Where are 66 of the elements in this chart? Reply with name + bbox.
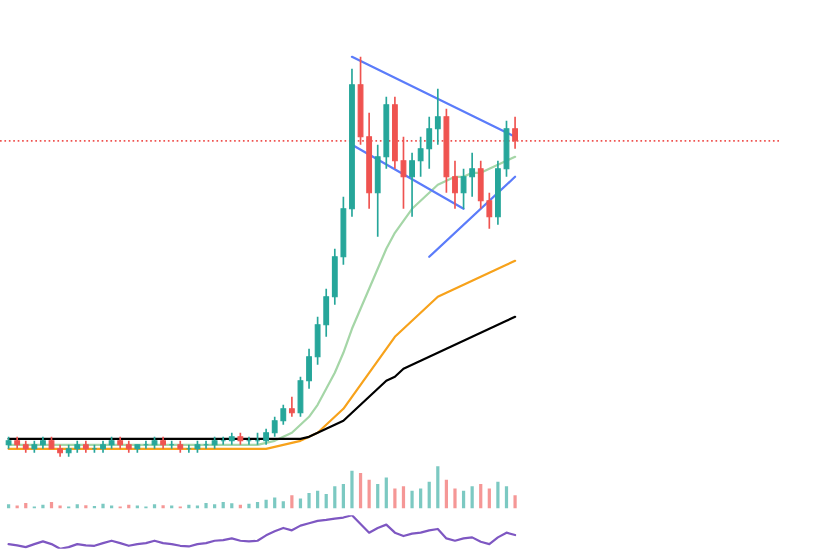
bar xyxy=(193,502,202,510)
bar xyxy=(244,501,254,510)
candlestick xyxy=(460,167,467,210)
bar xyxy=(433,464,443,510)
bar xyxy=(493,479,503,510)
bar xyxy=(107,502,116,510)
bar xyxy=(356,470,365,510)
bar xyxy=(313,488,323,510)
candlestick xyxy=(426,115,433,170)
bar xyxy=(64,503,74,510)
bar xyxy=(201,500,211,510)
bar xyxy=(21,500,31,510)
bar xyxy=(210,501,220,510)
bar xyxy=(467,483,477,510)
candlestick xyxy=(434,87,441,146)
bar xyxy=(150,501,159,510)
bar xyxy=(261,497,271,510)
bar xyxy=(502,483,511,510)
bar xyxy=(321,491,331,510)
bar xyxy=(416,485,426,510)
bar xyxy=(235,501,245,510)
candlestick xyxy=(477,159,484,210)
bar xyxy=(270,494,280,510)
bar xyxy=(124,501,134,510)
bar xyxy=(381,474,391,510)
bar xyxy=(373,481,383,510)
bar xyxy=(330,483,340,510)
bar xyxy=(407,488,417,510)
bar xyxy=(442,476,451,510)
bar xyxy=(132,502,142,510)
bar xyxy=(287,492,297,510)
bar xyxy=(47,499,56,510)
bar xyxy=(90,503,99,510)
bar xyxy=(12,502,22,510)
bar xyxy=(227,500,237,510)
bar xyxy=(510,492,520,510)
bar xyxy=(364,476,374,510)
bar xyxy=(4,501,13,510)
bar xyxy=(338,481,348,510)
bar xyxy=(81,502,91,510)
bar xyxy=(218,499,228,510)
candlestick xyxy=(280,403,287,426)
bar xyxy=(476,481,486,510)
bar xyxy=(390,485,400,510)
candlestick xyxy=(469,151,476,198)
bar xyxy=(399,483,408,510)
bar xyxy=(158,502,168,510)
bar xyxy=(29,503,39,510)
candlestick xyxy=(417,135,424,178)
bar xyxy=(98,501,108,510)
bar xyxy=(55,502,65,510)
bar xyxy=(38,501,48,510)
bar xyxy=(278,498,288,510)
bar xyxy=(347,467,357,510)
bar xyxy=(450,485,460,510)
bar xyxy=(167,502,177,510)
bar xyxy=(253,499,262,510)
bar xyxy=(424,479,434,510)
bar xyxy=(304,490,314,510)
bar xyxy=(296,495,305,510)
bar xyxy=(184,501,194,510)
bar xyxy=(459,488,468,510)
bar xyxy=(484,485,494,510)
bar xyxy=(72,501,82,510)
candlestick xyxy=(288,395,295,418)
candlestick xyxy=(271,415,278,438)
